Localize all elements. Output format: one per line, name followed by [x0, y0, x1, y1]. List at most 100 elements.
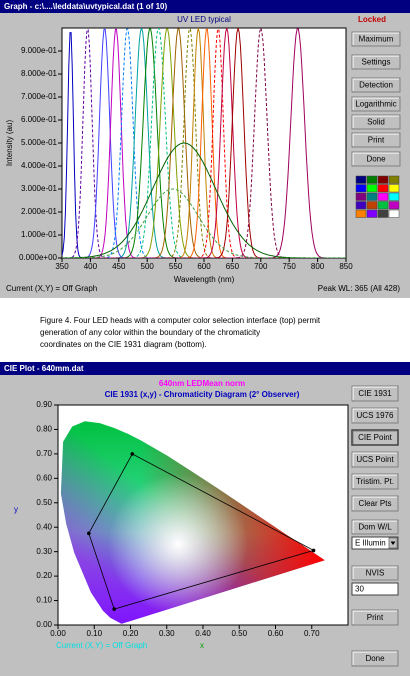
button-label[interactable]: NVIS: [366, 569, 385, 578]
color-swatch[interactable]: [377, 184, 389, 193]
title-bar: [0, 0, 410, 13]
color-swatch[interactable]: [366, 201, 378, 210]
button-label[interactable]: CIE Point: [358, 433, 393, 442]
color-swatch[interactable]: [366, 184, 378, 193]
y-tick-label: 0.20: [36, 571, 52, 580]
color-swatch[interactable]: [366, 175, 378, 184]
button-label[interactable]: Done: [365, 654, 385, 663]
x-tick-label: 0.70: [304, 629, 320, 638]
text-input[interactable]: [351, 582, 399, 596]
button-label[interactable]: CIE 1931: [358, 389, 392, 398]
button-bevel: [352, 32, 399, 45]
button-label[interactable]: Detection: [359, 81, 393, 90]
x-tick-label: 800: [311, 262, 325, 271]
button-label[interactable]: UCS Point: [356, 455, 394, 464]
x-tick-label: 850: [339, 262, 353, 271]
button-bevel: [352, 133, 399, 146]
color-swatch[interactable]: [388, 201, 400, 210]
x-axis-label: x: [200, 641, 204, 650]
button-bevel: [352, 651, 397, 665]
color-swatch[interactable]: [355, 192, 367, 201]
y-tick-label: 0.60: [36, 473, 52, 482]
color-swatch[interactable]: [355, 201, 367, 210]
button-face: [351, 429, 399, 446]
status-flag: Locked: [358, 15, 386, 24]
color-swatch[interactable]: [366, 209, 378, 218]
y-axis-label: Intensity (au): [5, 120, 14, 167]
color-swatch[interactable]: [388, 209, 400, 218]
button-label[interactable]: Print: [367, 613, 384, 622]
button-label[interactable]: Logarithmic: [355, 100, 396, 109]
status-left: Current (X,Y) = Off Graph: [6, 284, 97, 293]
button-label[interactable]: Dom W/L: [358, 523, 392, 532]
button-bevel: [352, 386, 397, 400]
button-bevel: [352, 408, 397, 422]
button-bevel: [352, 566, 397, 579]
dropdown-caret: [390, 541, 396, 545]
color-point: [311, 548, 316, 553]
curves: [62, 28, 346, 258]
button-bevel: [352, 496, 397, 510]
button-bevel: [352, 55, 399, 68]
y-tick-label: 4.000e-01: [21, 161, 58, 170]
plot-title: UV LED typical: [177, 15, 231, 24]
button-face: [351, 565, 399, 581]
color-swatch[interactable]: [377, 192, 389, 201]
button-label[interactable]: Solid: [367, 118, 385, 127]
x-tick-label: 0.00: [50, 629, 66, 638]
button-label[interactable]: Settings: [362, 58, 391, 67]
button-face: [351, 473, 399, 490]
color-swatch[interactable]: [355, 175, 367, 184]
color-swatch[interactable]: [355, 184, 367, 193]
x-tick-label: 0.50: [231, 629, 247, 638]
button-bevel: [352, 97, 399, 110]
button-bevel: [352, 474, 397, 488]
y-axis-label: y: [14, 505, 18, 514]
window-title: CIE Plot - 640mm.dat: [4, 364, 84, 373]
button-bevel: [352, 430, 397, 444]
button-bevel: [352, 152, 399, 165]
color-swatch[interactable]: [388, 184, 400, 193]
button-face: [351, 54, 401, 70]
x-tick-label: 400: [84, 262, 98, 271]
dropdown-value: E Illumin: [355, 539, 386, 548]
color-point: [87, 531, 91, 536]
y-tick-label: 0.80: [36, 425, 52, 434]
plot-subtitle: 640nm LEDMean norm: [159, 379, 245, 388]
caption-line: coordinates on the CIE 1931 diagram (bot…: [40, 340, 207, 349]
caption-line: generation of any color within the bound…: [40, 328, 260, 337]
x-tick-label: 0.60: [268, 629, 284, 638]
button-bevel: [352, 115, 399, 128]
color-swatch[interactable]: [355, 209, 367, 218]
color-point: [112, 607, 116, 611]
color-swatch[interactable]: [377, 201, 389, 210]
y-tick-label: 0.50: [36, 498, 52, 507]
caption-line: Figure 4. Four LED heads with a computer…: [40, 316, 321, 325]
color-swatch[interactable]: [377, 209, 389, 218]
spectrum-curve: [62, 28, 346, 258]
color-point: [130, 452, 135, 456]
button-label[interactable]: Tristim. Pt.: [356, 477, 394, 486]
color-swatch[interactable]: [366, 192, 378, 201]
button-bevel: [352, 520, 397, 533]
dropdown[interactable]: [351, 536, 399, 550]
button-label[interactable]: UCS 1976: [357, 411, 394, 420]
y-tick-label: 0.10: [36, 596, 52, 605]
y-tick-label: 7.000e-01: [21, 92, 58, 101]
status-left: Current (X,Y) = Off Graph: [56, 641, 147, 650]
title-bar: [0, 362, 410, 375]
x-tick-label: 650: [226, 262, 240, 271]
color-swatch[interactable]: [377, 175, 389, 184]
x-tick-label: 0.20: [123, 629, 139, 638]
button-label[interactable]: Maximum: [359, 35, 394, 44]
button-face: [351, 132, 401, 148]
y-tick-label: 0.70: [36, 449, 52, 458]
input-value: 30: [355, 585, 364, 594]
spectrum-curve: [62, 28, 346, 258]
color-swatch[interactable]: [388, 192, 400, 201]
color-swatch[interactable]: [388, 175, 400, 184]
button-label[interactable]: Clear Pts: [359, 499, 392, 508]
button-label[interactable]: Print: [368, 136, 385, 145]
button-label[interactable]: Done: [366, 155, 386, 164]
